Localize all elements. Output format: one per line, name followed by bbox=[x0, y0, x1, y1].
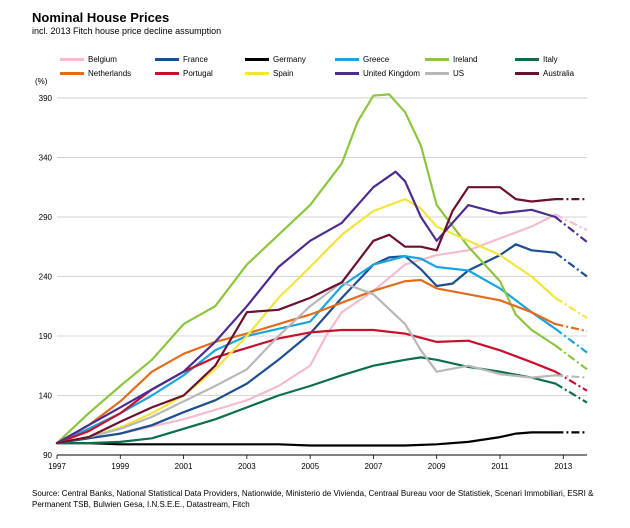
y-tick-label: 390 bbox=[39, 94, 53, 103]
legend-swatch bbox=[515, 72, 539, 76]
forecast-line-ireland bbox=[554, 344, 588, 371]
legend-swatch bbox=[60, 58, 84, 62]
legend-swatch bbox=[425, 58, 449, 62]
y-tick-label: 140 bbox=[39, 391, 53, 400]
y-tick-label: 190 bbox=[39, 332, 53, 341]
forecast-line-france bbox=[554, 251, 588, 278]
legend-label: United Kingdom bbox=[363, 69, 420, 78]
legend-item-germany: Germany bbox=[245, 55, 306, 65]
forecast-line-netherlands bbox=[555, 323, 588, 333]
legend-swatch bbox=[155, 72, 179, 76]
series-line-netherlands bbox=[55, 278, 557, 445]
forecast-line-spain bbox=[554, 296, 588, 320]
legend-item-netherlands: Netherlands bbox=[60, 69, 131, 79]
forecast-line-italy bbox=[554, 382, 588, 404]
x-tick-label: 2003 bbox=[238, 462, 256, 471]
series-line-ireland bbox=[55, 93, 557, 445]
source-note: Source: Central Banks, National Statisti… bbox=[32, 489, 594, 509]
legend-label: Netherlands bbox=[88, 69, 132, 78]
legend-item-spain: Spain bbox=[245, 69, 293, 79]
legend-label: Australia bbox=[543, 69, 575, 78]
series-line-germany bbox=[55, 431, 557, 447]
series-line-greece bbox=[55, 255, 557, 445]
legend-swatch bbox=[60, 72, 84, 76]
series-line-united-kingdom bbox=[55, 170, 557, 445]
x-tick-label: 2009 bbox=[428, 462, 446, 471]
legend-label: Greece bbox=[363, 55, 390, 64]
y-tick-label: 340 bbox=[39, 153, 53, 162]
y-axis-unit-label: (%) bbox=[35, 77, 48, 86]
series-line-portugal bbox=[55, 328, 557, 445]
forecast-line-united-kingdom bbox=[554, 216, 588, 243]
chart-subtitle: incl. 2013 Fitch house price decline ass… bbox=[32, 26, 222, 36]
legend-swatch bbox=[335, 58, 359, 62]
legend-item-australia: Australia bbox=[515, 69, 574, 79]
legend-item-portugal: Portugal bbox=[155, 69, 213, 79]
legend-swatch bbox=[245, 72, 269, 76]
legend-item-us: US bbox=[425, 69, 464, 79]
legend-label: Portugal bbox=[183, 69, 213, 78]
x-tick-label: 1999 bbox=[111, 462, 129, 471]
y-tick-label: 240 bbox=[39, 272, 53, 281]
legend-label: France bbox=[183, 55, 208, 64]
legend-label: Italy bbox=[543, 55, 558, 64]
legend-label: Belgium bbox=[88, 55, 117, 64]
series-line-australia bbox=[55, 186, 557, 445]
legend-swatch bbox=[155, 58, 179, 62]
series-line-us bbox=[55, 281, 557, 445]
y-tick-label: 290 bbox=[39, 213, 53, 222]
x-tick-label: 1997 bbox=[48, 462, 66, 471]
legend-label: Germany bbox=[273, 55, 306, 64]
legend-item-italy: Italy bbox=[515, 55, 558, 65]
legend-item-united-kingdom: United Kingdom bbox=[335, 69, 420, 79]
y-tick-label: 90 bbox=[43, 451, 52, 460]
x-tick-label: 2007 bbox=[365, 462, 383, 471]
legend-swatch bbox=[515, 58, 539, 62]
legend-item-france: France bbox=[155, 55, 208, 65]
forecast-line-greece bbox=[554, 327, 588, 354]
series-line-spain bbox=[55, 198, 557, 445]
forecast-line-belgium bbox=[554, 213, 588, 232]
legend-swatch bbox=[425, 72, 449, 76]
legend-item-greece: Greece bbox=[335, 55, 389, 65]
legend-label: Ireland bbox=[453, 55, 478, 64]
legend-item-belgium: Belgium bbox=[60, 55, 117, 65]
legend-item-ireland: Ireland bbox=[425, 55, 477, 65]
legend-swatch bbox=[335, 72, 359, 76]
x-tick-label: 2001 bbox=[175, 462, 193, 471]
legend-label: Spain bbox=[273, 69, 294, 78]
x-tick-label: 2005 bbox=[301, 462, 319, 471]
x-tick-label: 2013 bbox=[554, 462, 572, 471]
series-line-belgium bbox=[55, 213, 557, 445]
legend-label: US bbox=[453, 69, 465, 78]
legend-swatch bbox=[245, 58, 269, 62]
forecast-line-us bbox=[555, 374, 588, 379]
chart-title: Nominal House Prices bbox=[32, 10, 170, 25]
x-tick-label: 2011 bbox=[491, 462, 509, 471]
